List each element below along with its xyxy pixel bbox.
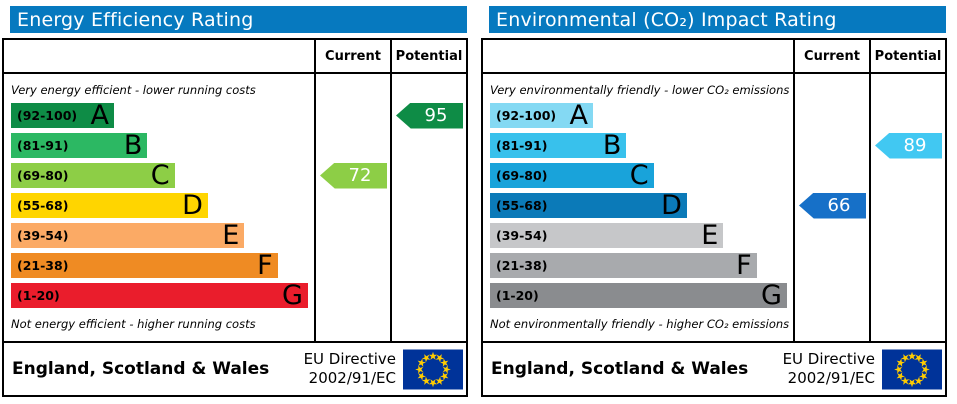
rating-bands: (92-100) A (81-91) B (69-80) C (55-68) D (39-54)…: [11, 100, 314, 311]
current-column: 72: [314, 74, 390, 341]
chart-footer: England, Scotland & Wales EU Directive 2…: [483, 341, 945, 395]
band-G: (1-20) G: [11, 280, 308, 311]
band-E: (39-54) E: [11, 220, 245, 251]
band-range-label: (69-80): [17, 168, 69, 183]
band-A: (92-100) A: [11, 100, 115, 131]
potential-column-header: Potential: [869, 40, 945, 72]
eu-directive-line1: EU Directive: [782, 349, 875, 368]
rating-scale-area: Very energy efficient - lower running co…: [4, 74, 466, 341]
band-range-label: (92-100): [496, 108, 557, 123]
current-rating-arrow: 66: [799, 192, 866, 219]
band-range-label: (92-100): [17, 108, 78, 123]
potential-column-header: Potential: [390, 40, 466, 72]
band-D: (55-68) D: [11, 190, 208, 221]
band-F: (21-38) F: [11, 250, 278, 281]
band-range-label: (55-68): [17, 198, 69, 213]
top-caption: Very energy efficient - lower running co…: [11, 83, 256, 97]
region-label: England, Scotland & Wales: [491, 359, 749, 379]
band-C: (69-80) C: [490, 160, 654, 191]
band-range-label: (21-38): [17, 258, 69, 273]
eu-flag-icon: [403, 349, 463, 389]
chart-footer: England, Scotland & Wales EU Directive 2…: [4, 341, 466, 395]
rating-scale-area: Very environmentally friendly - lower CO…: [483, 74, 945, 341]
environmental-impact-chart: Environmental (CO₂) Impact Rating Curren…: [481, 4, 947, 404]
band-A: (92-100) A: [490, 100, 594, 131]
environmental-chart-frame: Current Potential Very environmentally f…: [481, 38, 947, 397]
potential-rating-arrow: 95: [396, 102, 463, 129]
band-G: (1-20) G: [490, 280, 787, 311]
band-range-label: (21-38): [496, 258, 548, 273]
band-range-label: (55-68): [496, 198, 548, 213]
energy-chart-title: Energy Efficiency Rating: [10, 6, 467, 33]
band-E: (39-54) E: [490, 220, 724, 251]
band-C: (69-80) C: [11, 160, 175, 191]
current-column-header: Current: [793, 40, 869, 72]
top-caption: Very environmentally friendly - lower CO…: [490, 83, 790, 97]
band-letter-label: C: [629, 160, 649, 191]
band-range-label: (1-20): [17, 288, 60, 303]
current-rating-arrow: 72: [320, 162, 387, 189]
band-letter-label: A: [90, 100, 110, 131]
energy-chart-frame: Current Potential Very energy efficient …: [2, 38, 468, 397]
band-letter-label: A: [569, 100, 589, 131]
eu-directive-line1: EU Directive: [303, 349, 396, 368]
band-range-label: (81-91): [496, 138, 548, 153]
band-letter-label: B: [602, 130, 622, 161]
eu-flag-icon: [882, 349, 942, 389]
band-letter-label: C: [150, 160, 170, 191]
band-range-label: (39-54): [17, 228, 69, 243]
bands-column: Very environmentally friendly - lower CO…: [483, 74, 793, 341]
bottom-caption: Not environmentally friendly - higher CO…: [490, 317, 790, 331]
band-range-label: (39-54): [496, 228, 548, 243]
header-spacer: [483, 40, 793, 72]
potential-column: 95: [390, 74, 466, 341]
eu-directive-label: EU Directive 2002/91/EC: [783, 350, 875, 389]
band-letter-label: E: [701, 220, 719, 251]
band-letter-label: D: [182, 190, 203, 221]
band-letter-label: F: [736, 250, 752, 281]
bottom-caption: Not energy efficient - higher running co…: [11, 317, 256, 331]
eu-directive-line2: 2002/91/EC: [787, 369, 875, 387]
band-range-label: (69-80): [496, 168, 548, 183]
potential-column: 89: [869, 74, 945, 341]
column-header-row: Current Potential: [4, 40, 466, 74]
header-spacer: [4, 40, 314, 72]
region-label: England, Scotland & Wales: [12, 359, 270, 379]
band-F: (21-38) F: [490, 250, 757, 281]
energy-efficiency-chart: Energy Efficiency Rating Current Potenti…: [2, 4, 468, 404]
environmental-chart-title: Environmental (CO₂) Impact Rating: [489, 6, 946, 33]
band-letter-label: G: [761, 280, 782, 311]
band-B: (81-91) B: [11, 130, 148, 161]
current-column: 66: [793, 74, 869, 341]
band-letter-label: E: [222, 220, 240, 251]
band-range-label: (1-20): [496, 288, 539, 303]
eu-directive-label: EU Directive 2002/91/EC: [304, 350, 396, 389]
current-column-header: Current: [314, 40, 390, 72]
band-letter-label: F: [257, 250, 273, 281]
potential-rating-arrow: 89: [875, 132, 942, 159]
band-D: (55-68) D: [490, 190, 687, 221]
band-B: (81-91) B: [490, 130, 627, 161]
band-letter-label: G: [282, 280, 303, 311]
bands-column: Very energy efficient - lower running co…: [4, 74, 314, 341]
eu-directive-line2: 2002/91/EC: [308, 369, 396, 387]
column-header-row: Current Potential: [483, 40, 945, 74]
band-letter-label: B: [123, 130, 143, 161]
band-letter-label: D: [661, 190, 682, 221]
rating-bands: (92-100) A (81-91) B (69-80) C (55-68) D (39-54)…: [490, 100, 793, 311]
band-range-label: (81-91): [17, 138, 69, 153]
